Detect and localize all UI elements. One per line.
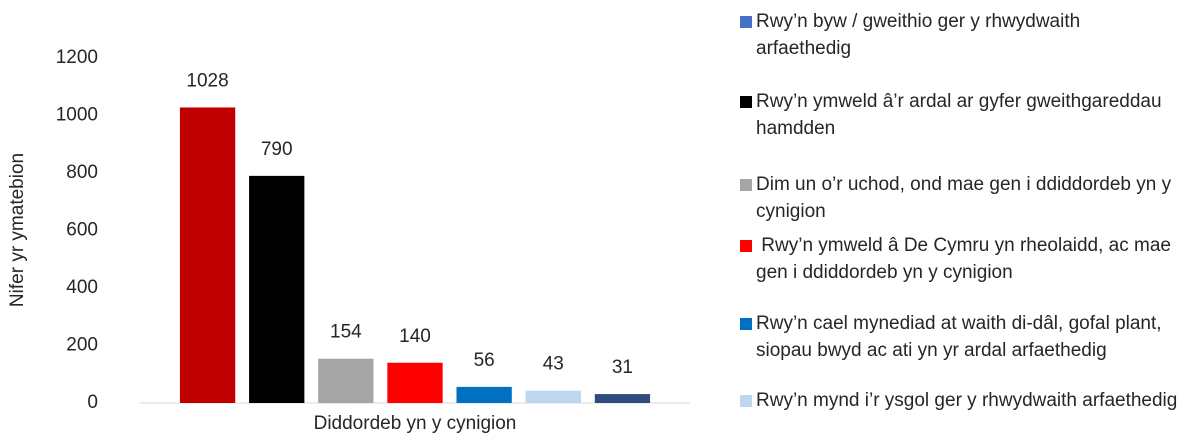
legend-swatch — [740, 318, 752, 330]
legend-swatch — [740, 395, 752, 407]
bar — [249, 175, 305, 403]
legend-entry: Rwy’n ymweld â De Cymru yn rheolaidd, ac… — [740, 232, 1180, 286]
bar — [525, 390, 581, 403]
value-label: 140 — [399, 326, 431, 347]
value-label: 43 — [543, 354, 564, 375]
legend-label: Rwy’n ymweld â’r ardal ar gyfer gweithga… — [756, 91, 1167, 139]
bar — [594, 394, 651, 403]
plot: Nifer yr ymatebion 0 200 400 600 800 1000 1200… — [7, 47, 690, 434]
bar — [179, 107, 236, 403]
y-tick-label: 600 — [66, 220, 98, 241]
bar — [387, 362, 443, 403]
legend-entry: Rwy’n ymweld â’r ardal ar gyfer gweithga… — [740, 88, 1180, 142]
legend-entry: Rwy’n byw / gweithio ger y rhwydwaith ar… — [740, 8, 1180, 62]
bar — [456, 386, 512, 403]
x-tick-label: Diddordeb yn y cynigion — [314, 413, 517, 434]
legend-label: Rwy’n cael mynediad at waith di-dâl, gof… — [756, 313, 1167, 361]
legend-swatch — [740, 96, 752, 108]
value-label: 56 — [474, 350, 495, 371]
legend-entry: Dim un o’r uchod, ond mae gen i ddiddord… — [740, 171, 1180, 225]
legend-swatch — [740, 179, 752, 191]
bar — [318, 358, 374, 403]
legend-entry: Rwy’n mynd i’r ysgol ger y rhwydwaith ar… — [740, 387, 1180, 414]
value-label: 790 — [261, 139, 293, 160]
value-label: 1028 — [186, 70, 228, 91]
y-tick-label: 1200 — [56, 47, 98, 68]
y-tick-label: 400 — [66, 277, 98, 298]
legend-label: Rwy’n ymweld â De Cymru yn rheolaidd, ac… — [756, 235, 1177, 283]
y-tick-label: 1000 — [56, 105, 98, 126]
legend-entry: Rwy’n cael mynediad at waith di-dâl, gof… — [740, 310, 1180, 364]
value-label: 154 — [330, 322, 362, 343]
legend-swatch — [740, 240, 752, 252]
value-label: 31 — [612, 357, 633, 378]
y-tick-label: 200 — [66, 335, 98, 356]
y-tick-label: 800 — [66, 162, 98, 183]
legend-swatch — [740, 16, 752, 28]
y-tick-label: 0 — [87, 392, 98, 413]
y-axis-label: Nifer yr ymatebion — [7, 153, 28, 307]
legend-label: Dim un o’r uchod, ond mae gen i ddiddord… — [756, 174, 1177, 222]
legend-label: Rwy’n byw / gweithio ger y rhwydwaith ar… — [756, 11, 1086, 59]
legend-label: Rwy’n mynd i’r ysgol ger y rhwydwaith ar… — [756, 390, 1178, 411]
